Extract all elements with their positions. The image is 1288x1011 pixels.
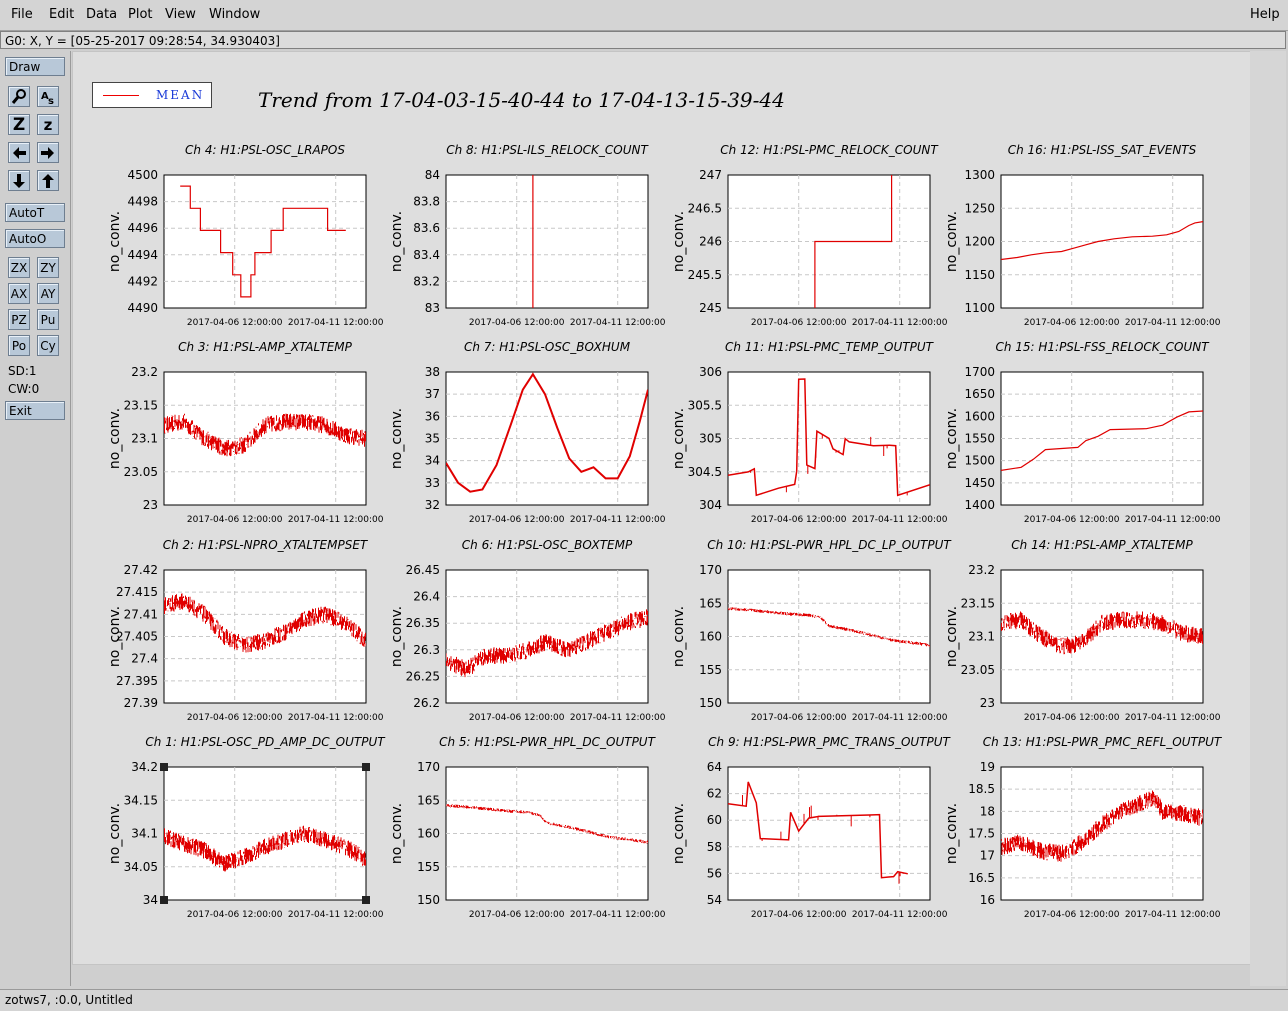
zoom-tool-button[interactable]: [8, 86, 30, 107]
zy-button[interactable]: ZY: [37, 257, 59, 278]
menu-edit[interactable]: Edit: [49, 7, 75, 22]
legend-label: MEAN: [156, 88, 205, 102]
arrow-up-icon: [42, 174, 54, 188]
coordinate-readout: G0: X, Y = [05-25-2017 09:28:54, 34.9304…: [0, 31, 1286, 49]
legend: MEAN: [92, 82, 212, 108]
cw-indicator: CW:0: [8, 382, 40, 396]
pan-right-button[interactable]: [37, 142, 59, 163]
pz-button[interactable]: PZ: [8, 309, 30, 330]
exit-button[interactable]: Exit: [5, 401, 65, 420]
legend-line-swatch: [103, 95, 139, 96]
arrow-left-icon: [13, 147, 26, 159]
menu-help[interactable]: Help: [1250, 7, 1280, 22]
zx-button[interactable]: ZX: [8, 257, 30, 278]
pan-up-button[interactable]: [37, 170, 59, 191]
zoom-out-button[interactable]: Z: [8, 114, 30, 135]
pan-left-button[interactable]: [8, 142, 30, 163]
svg-text:A: A: [41, 91, 49, 102]
plot-area: [72, 51, 1251, 965]
menu-view[interactable]: View: [165, 7, 196, 22]
sd-indicator: SD:1: [8, 364, 37, 378]
pu-button[interactable]: Pu: [37, 309, 59, 330]
auto-o-button[interactable]: AutoO: [5, 229, 65, 248]
menu-data[interactable]: Data: [86, 7, 118, 22]
po-button[interactable]: Po: [8, 335, 30, 356]
draw-button[interactable]: Draw: [5, 57, 65, 76]
arrow-down-icon: [13, 174, 25, 188]
magnifier-icon: [11, 89, 26, 104]
auto-t-button[interactable]: AutoT: [5, 203, 65, 222]
menu-window[interactable]: Window: [209, 7, 261, 22]
ax-button[interactable]: AX: [8, 283, 30, 304]
cy-button[interactable]: Cy: [37, 335, 59, 356]
zoom-in-button[interactable]: z: [37, 114, 59, 135]
page-title: Trend from 17-04-03-15-40-44 to 17-04-13…: [258, 88, 785, 112]
pan-down-button[interactable]: [8, 170, 30, 191]
svg-text:s: s: [48, 96, 54, 105]
menu-plot[interactable]: Plot: [128, 7, 153, 22]
menu-file[interactable]: File: [11, 7, 33, 22]
ay-button[interactable]: AY: [37, 283, 59, 304]
right-margin: [1250, 51, 1286, 986]
status-bar: zotws7, :0.0, Untitled: [0, 989, 1288, 1011]
menu-bar: File Edit Data Plot View Window Help: [0, 0, 1288, 31]
arrow-right-icon: [41, 147, 54, 159]
